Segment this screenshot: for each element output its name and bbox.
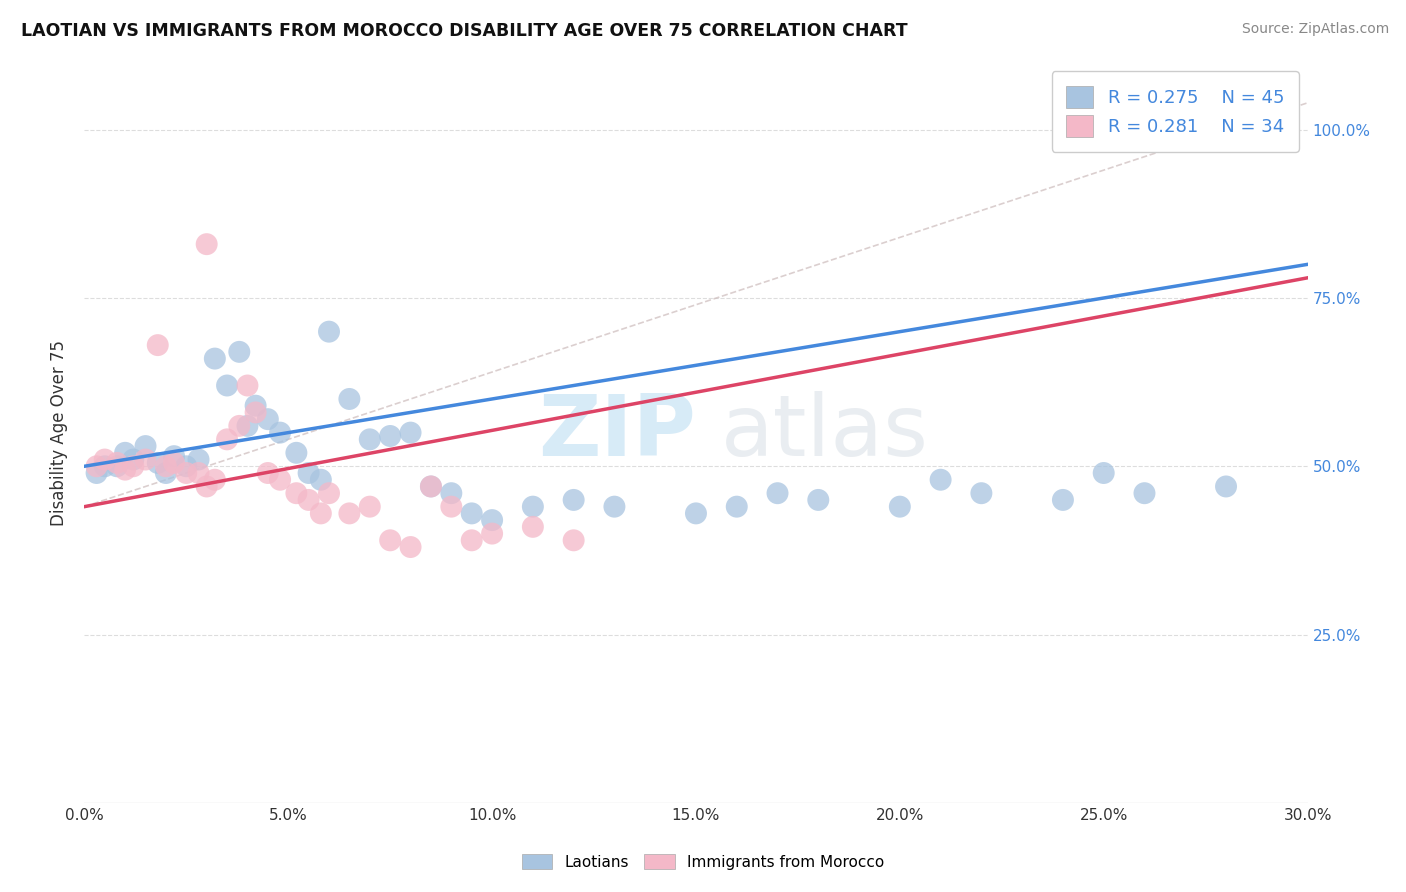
Point <box>122 452 145 467</box>
Point <box>245 399 267 413</box>
Point <box>603 500 626 514</box>
Point <box>440 486 463 500</box>
Point <box>257 466 280 480</box>
Point <box>339 507 361 521</box>
Point <box>155 466 177 480</box>
Point <box>135 439 157 453</box>
Point <box>228 418 250 433</box>
Point <box>174 459 197 474</box>
Point <box>269 473 291 487</box>
Point <box>228 344 250 359</box>
Point <box>146 456 169 470</box>
Point <box>807 492 830 507</box>
Legend: Laotians, Immigrants from Morocco: Laotians, Immigrants from Morocco <box>515 846 891 877</box>
Point <box>146 338 169 352</box>
Point <box>399 425 422 440</box>
Point <box>217 378 239 392</box>
Point <box>562 533 585 548</box>
Point <box>461 533 484 548</box>
Point <box>93 459 115 474</box>
Point <box>204 351 226 366</box>
Text: Source: ZipAtlas.com: Source: ZipAtlas.com <box>1241 22 1389 37</box>
Point <box>195 479 218 493</box>
Point <box>245 405 267 419</box>
Point <box>135 452 157 467</box>
Point <box>174 466 197 480</box>
Point <box>766 486 789 500</box>
Point <box>1215 479 1237 493</box>
Point <box>522 500 544 514</box>
Legend: R = 0.275    N = 45, R = 0.281    N = 34: R = 0.275 N = 45, R = 0.281 N = 34 <box>1052 71 1299 152</box>
Point <box>318 325 340 339</box>
Point <box>298 492 321 507</box>
Point <box>114 462 136 476</box>
Point <box>257 412 280 426</box>
Point <box>93 452 115 467</box>
Point <box>318 486 340 500</box>
Point <box>187 466 209 480</box>
Point <box>1133 486 1156 500</box>
Point <box>298 466 321 480</box>
Point <box>889 500 911 514</box>
Point <box>163 449 186 463</box>
Point <box>461 507 484 521</box>
Point <box>86 459 108 474</box>
Point <box>929 473 952 487</box>
Y-axis label: Disability Age Over 75: Disability Age Over 75 <box>51 340 69 525</box>
Point <box>309 473 332 487</box>
Text: ZIP: ZIP <box>538 391 696 475</box>
Text: atlas: atlas <box>720 391 928 475</box>
Point <box>236 378 259 392</box>
Point <box>522 520 544 534</box>
Point <box>380 533 402 548</box>
Point <box>155 459 177 474</box>
Point <box>420 479 443 493</box>
Point <box>725 500 748 514</box>
Point <box>122 459 145 474</box>
Point <box>236 418 259 433</box>
Point <box>1277 122 1299 136</box>
Point <box>105 459 128 474</box>
Point <box>399 540 422 554</box>
Point <box>309 507 332 521</box>
Point <box>359 500 381 514</box>
Point <box>339 392 361 406</box>
Point <box>1092 466 1115 480</box>
Point <box>481 513 503 527</box>
Point <box>420 479 443 493</box>
Point <box>562 492 585 507</box>
Point <box>970 486 993 500</box>
Point <box>1052 492 1074 507</box>
Point <box>685 507 707 521</box>
Text: LAOTIAN VS IMMIGRANTS FROM MOROCCO DISABILITY AGE OVER 75 CORRELATION CHART: LAOTIAN VS IMMIGRANTS FROM MOROCCO DISAB… <box>21 22 908 40</box>
Point <box>217 433 239 447</box>
Point <box>285 446 308 460</box>
Point <box>481 526 503 541</box>
Point <box>204 473 226 487</box>
Point <box>380 429 402 443</box>
Point <box>187 452 209 467</box>
Point <box>86 466 108 480</box>
Point <box>359 433 381 447</box>
Point <box>114 446 136 460</box>
Point <box>269 425 291 440</box>
Point <box>105 456 128 470</box>
Point <box>285 486 308 500</box>
Point <box>195 237 218 252</box>
Point <box>163 456 186 470</box>
Point <box>440 500 463 514</box>
